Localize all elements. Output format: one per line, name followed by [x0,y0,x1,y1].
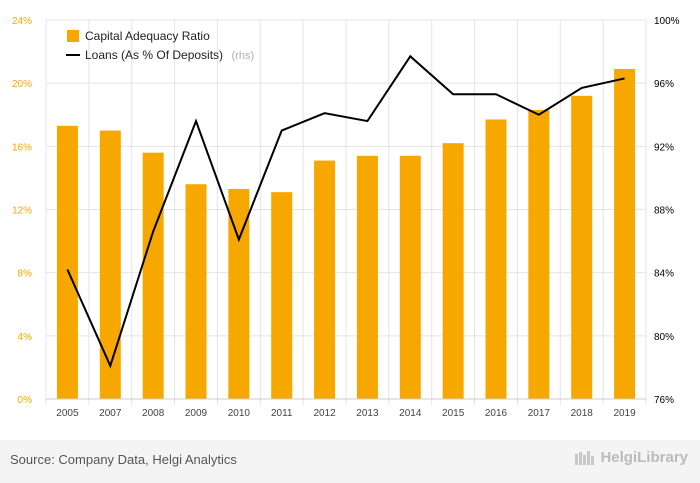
line-series-loans-deposits [66,54,625,369]
y-right-tick-label: 88% [654,206,674,217]
bar-2018 [571,95,593,400]
bar-2017 [528,110,550,399]
y-left-tick-label: 20% [12,79,32,90]
y-right-tick-label: 76% [654,395,674,406]
x-tick-label: 2010 [228,408,251,419]
x-tick-label: 2013 [356,408,379,419]
bar-2016 [485,119,507,400]
x-tick-label: 2017 [528,408,551,419]
bar-series-capital-adequacy [56,68,636,400]
y-right-tick-label: 80% [654,332,674,343]
source-note: Source: Company Data, Helgi Analytics [10,452,237,467]
axes: 0% 4% 8% 12% 16% 20% 24% 76% 80% 84% 88% 92% 96% 100%… [12,16,680,419]
combo-chart: 0% 4% 8% 12% 16% 20% 24% 76% 80% 84% 88% 92% 96% 100%… [12,16,680,419]
y-left-tick-label: 8% [18,269,33,280]
library-books-icon [575,450,595,465]
y-left-tick-label: 24% [12,16,32,27]
x-tick-label: 2012 [313,408,336,419]
x-tick-label: 2016 [485,408,508,419]
x-tick-label: 2005 [56,408,79,419]
y-right-tick-label: 84% [654,269,674,280]
x-tick-label: 2011 [271,408,293,419]
brand-name: HelgiLibrary [600,449,688,466]
loans-line [66,54,625,369]
legend-label-rhs: (rhs) [232,50,255,62]
y-right-tick-label: 100% [654,16,680,27]
x-tick-label: 2008 [142,408,165,419]
y-right-tick-label: 92% [654,142,674,153]
x-tick-label: 2007 [99,408,122,419]
bar-2010 [228,188,250,399]
legend-label-line: Loans (As % Of Deposits) [85,48,223,62]
bar-2008 [142,152,164,399]
x-tick-label: 2018 [571,408,594,419]
bar-2012 [314,160,336,399]
legend-label-line-group: Loans (As % Of Deposits) (rhs) [85,46,254,63]
bar-2013 [356,155,378,399]
bar-2015 [442,143,464,399]
bar-2005 [56,125,78,399]
bar-2007 [99,130,121,399]
x-tick-label: 2014 [399,408,422,419]
legend-label-bar: Capital Adequacy Ratio [85,29,210,43]
footer: Source: Company Data, Helgi Analytics He… [0,440,700,483]
y-left-tick-label: 0% [18,395,33,406]
bar-2014 [399,155,421,399]
brand-logo: HelgiLibrary [574,449,688,466]
bar-2009 [185,184,207,399]
bar-2019 [614,68,636,400]
x-tick-label: 2015 [442,408,465,419]
y-left-tick-label: 16% [12,142,32,153]
bar-2011 [271,192,293,399]
legend: Capital Adequacy Ratio Loans (As % Of De… [66,29,254,63]
y-left-tick-label: 4% [18,332,33,343]
x-tick-label: 2009 [185,408,208,419]
x-tick-label: 2019 [613,408,636,419]
grid-lines [45,19,647,405]
y-left-tick-label: 12% [12,206,32,217]
legend-swatch-bar [67,30,79,42]
y-right-tick-label: 96% [654,79,674,90]
